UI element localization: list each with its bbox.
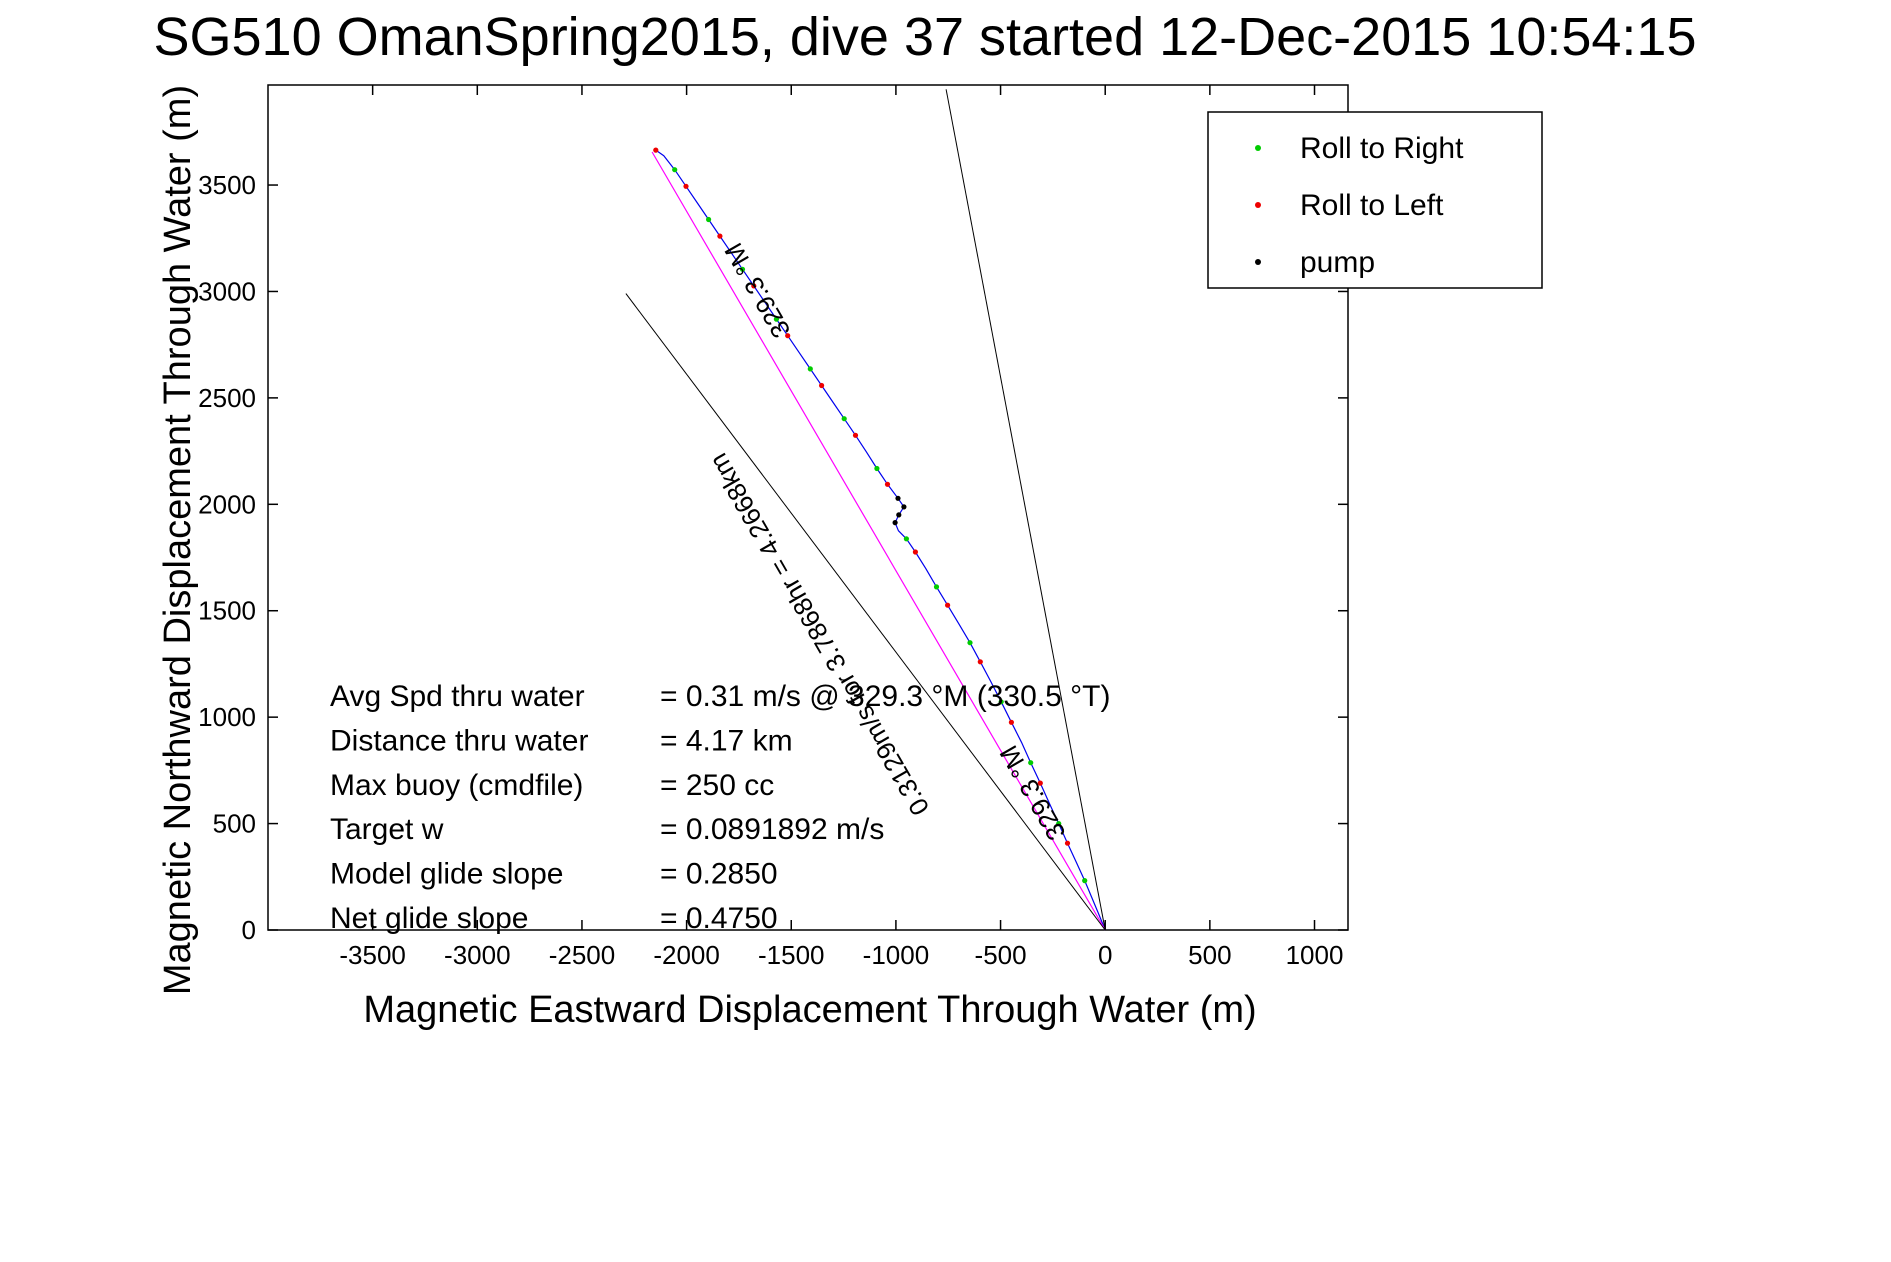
x-tick-label: -3000: [444, 940, 511, 970]
x-tick-label: -3500: [339, 940, 406, 970]
marker-roll-right: [903, 536, 910, 542]
marker-roll-right: [672, 167, 678, 173]
y-tick-label: 3000: [198, 276, 256, 306]
legend: Roll to Right Roll to Left pump: [1207, 111, 1543, 289]
event-markers: [653, 147, 1088, 884]
series-course-line: [651, 151, 1106, 931]
stat-label: Distance thru water: [330, 724, 588, 757]
stat-label: Target w: [330, 813, 444, 846]
marker-roll-left: [977, 659, 983, 665]
marker-roll-left: [717, 233, 723, 239]
stat-label: Model glide slope: [330, 858, 563, 891]
x-tick-label: 500: [1188, 940, 1231, 970]
marker-roll-right: [1082, 878, 1088, 884]
legend-label: Roll to Left: [1300, 189, 1444, 222]
marker-roll-right: [739, 266, 746, 272]
series-bearing-fan-right: [945, 89, 1106, 931]
y-tick-label: 0: [242, 915, 256, 945]
stat-label: Max buoy (cmdfile): [330, 769, 583, 802]
y-tick-label: 1500: [198, 596, 256, 626]
legend-marker-dot: [1255, 145, 1261, 151]
marker-roll-left: [884, 481, 891, 487]
legend-box: [1207, 111, 1543, 289]
marker-roll-right: [967, 640, 973, 646]
x-axis-label: Magnetic Eastward Displacement Through W…: [363, 989, 1256, 1031]
legend-marker-dot: [1255, 202, 1261, 208]
stat-value: = 0.0891892 m/s: [660, 813, 884, 846]
axes: -3500 -3000 -2500 -2000 -1500 -1000 -500 0 500 10…: [198, 84, 1349, 970]
marker-roll-right: [1028, 760, 1034, 766]
x-tick-label: -1500: [758, 940, 825, 970]
y-tick-label: 1000: [198, 702, 256, 732]
marker-pump: [896, 512, 902, 518]
marker-pump: [892, 520, 898, 526]
stat-value: = 0.31 m/s @ 329.3 °M (330.5 °T): [660, 680, 1110, 713]
y-axis-label: Magnetic Northward Displacement Through …: [157, 85, 199, 995]
chart-title: SG510 OmanSpring2015, dive 37 started 12…: [153, 7, 1696, 67]
stat-value: = 0.2850: [660, 858, 778, 891]
marker-roll-left: [1064, 840, 1071, 846]
stat-value: = 250 cc: [660, 769, 774, 802]
marker-roll-right: [841, 416, 847, 422]
marker-roll-left: [785, 333, 791, 339]
marker-roll-right: [998, 699, 1004, 705]
marker-roll-left: [1008, 719, 1015, 725]
stat-value: = 0.4750: [660, 902, 778, 935]
track-annotation: 329.3 °M: [718, 238, 796, 343]
marker-roll-left: [852, 432, 859, 438]
x-tick-label: -1000: [863, 940, 930, 970]
marker-roll-right: [706, 216, 712, 223]
marker-roll-left: [653, 147, 659, 153]
dive-stats-block: Avg Spd thru water = 0.31 m/s @ 329.3 °M …: [330, 680, 1110, 935]
legend-label: pump: [1300, 246, 1375, 279]
track-annotation: 0.3129m/s for 3.7868hr = 4.2668km: [703, 448, 935, 820]
plot-box: [267, 84, 1349, 931]
legend-label: Roll to Right: [1300, 132, 1464, 165]
x-tick-label: -2000: [653, 940, 720, 970]
y-tick-label: 3500: [198, 170, 256, 200]
marker-roll-right: [874, 465, 880, 472]
marker-roll-left: [912, 549, 919, 555]
stat-label: Net glide slope: [330, 902, 528, 935]
marker-roll-left: [819, 382, 825, 389]
marker-roll-right: [807, 366, 813, 372]
y-tick-label: 2500: [198, 383, 256, 413]
x-tick-label: -500: [975, 940, 1027, 970]
marker-roll-right: [773, 316, 780, 322]
x-tick-label: 0: [1098, 940, 1112, 970]
marker-pump: [901, 504, 907, 510]
y-tick-label: 2000: [198, 489, 256, 519]
marker-roll-right: [1056, 821, 1062, 827]
series-bearing-fan-left: [625, 293, 1106, 931]
stat-value: = 4.17 km: [660, 724, 793, 757]
x-tick-label: -2500: [549, 940, 616, 970]
y-tick-label: 500: [213, 809, 256, 839]
marker-roll-left: [751, 283, 757, 289]
stat-label: Avg Spd thru water: [330, 680, 585, 713]
legend-marker-dot: [1255, 259, 1261, 265]
marker-roll-left: [683, 183, 689, 189]
marker-roll-right: [933, 584, 940, 590]
track-annotation: 329.3 °M: [993, 740, 1071, 845]
marker-pump: [895, 495, 901, 501]
x-tick-label: 1000: [1286, 940, 1344, 970]
marker-roll-left: [945, 602, 951, 608]
marker-roll-left: [1037, 780, 1043, 786]
